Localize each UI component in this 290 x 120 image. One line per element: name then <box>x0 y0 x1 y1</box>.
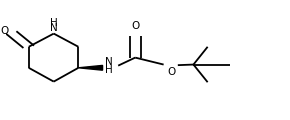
Polygon shape <box>78 65 103 70</box>
Text: N: N <box>105 57 113 67</box>
Text: N: N <box>50 23 58 33</box>
Text: O: O <box>167 67 175 77</box>
Text: H: H <box>105 65 113 75</box>
Text: O: O <box>131 21 139 31</box>
Text: O: O <box>1 26 9 36</box>
Text: H: H <box>50 18 58 28</box>
